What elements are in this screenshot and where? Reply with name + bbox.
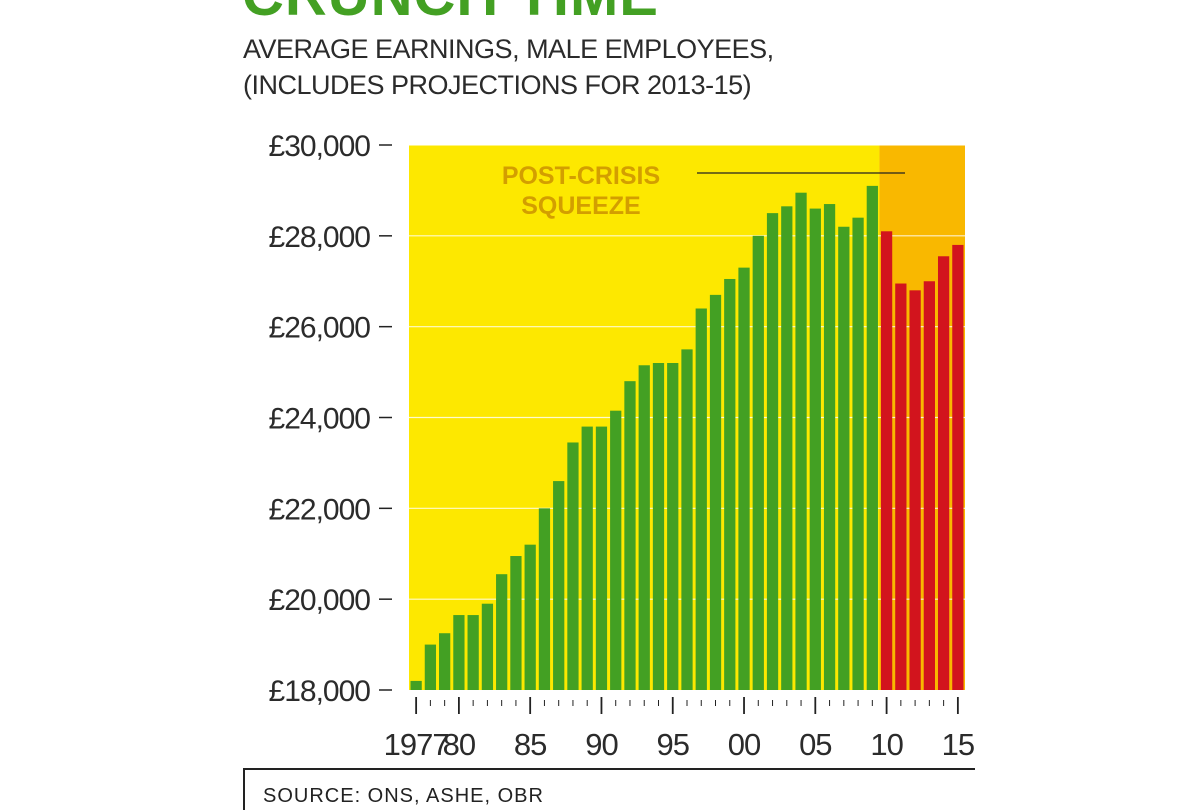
bar-1990 <box>595 426 608 690</box>
bar-1987 <box>553 481 565 690</box>
bar-1998 <box>709 294 722 690</box>
chart-title: CRUNCH TIME <box>242 0 659 29</box>
y-tick-label: £30,000 <box>269 130 371 163</box>
bar-1983 <box>496 574 508 690</box>
bar-1989 <box>581 426 593 690</box>
bar-1996 <box>681 349 693 690</box>
bar-1988 <box>567 442 579 690</box>
x-tick-label: 90 <box>585 727 618 762</box>
bar-2015 <box>952 244 964 690</box>
bar-1995 <box>667 363 679 690</box>
bar-2006 <box>823 204 836 690</box>
x-tick-label: 85 <box>514 727 546 762</box>
annotation-line-2: SQUEEZE <box>521 192 640 220</box>
bar-1997 <box>695 308 707 690</box>
bar-1982 <box>481 603 494 690</box>
bar-2007 <box>838 226 850 690</box>
bar-2014 <box>937 256 950 690</box>
y-tick-label: £26,000 <box>269 312 371 345</box>
x-tick-label: 95 <box>657 727 689 762</box>
bar-1984 <box>510 556 522 690</box>
bar-2009 <box>866 185 878 690</box>
y-tick-label: £28,000 <box>269 221 371 254</box>
bar-1999 <box>724 278 736 690</box>
x-tick-label: 15 <box>942 727 974 762</box>
chart-subtitle-line-1: AVERAGE EARNINGS, MALE EMPLOYEES, <box>243 34 774 64</box>
bar-2004 <box>795 192 807 690</box>
y-tick-label: £20,000 <box>269 584 371 617</box>
x-tick-label: 00 <box>728 727 761 762</box>
source-text: SOURCE: ONS, ASHE, OBR <box>263 785 544 807</box>
source-box <box>243 768 975 810</box>
y-tick-label: £22,000 <box>269 493 371 526</box>
bar-2008 <box>852 217 864 690</box>
y-axis: £18,000 £20,000 £22,000 £24,000 £26,000 £28,0… <box>269 130 392 708</box>
x-tick-label: 80 <box>443 727 476 762</box>
x-tick-label: 1977 <box>384 727 449 762</box>
bars <box>410 185 964 691</box>
bar-2011 <box>895 283 907 690</box>
bar-1979 <box>439 633 451 690</box>
chart-subtitle-line-2: (INCLUDES PROJECTIONS FOR 2013-15) <box>243 70 752 100</box>
bar-2010 <box>880 231 893 690</box>
bar-1993 <box>638 365 650 690</box>
bar-2005 <box>809 208 821 691</box>
bar-2001 <box>752 235 764 691</box>
bar-2002 <box>766 213 779 690</box>
bar-2000 <box>738 267 750 690</box>
bar-2003 <box>781 206 793 690</box>
x-tick-label: 05 <box>799 727 831 762</box>
bar-1994 <box>652 363 665 690</box>
y-tick-label: £18,000 <box>269 675 371 708</box>
bar-2012 <box>909 290 921 690</box>
annotation-line-1: POST-CRISIS <box>502 162 660 190</box>
bar-1985 <box>524 544 536 690</box>
bar-1992 <box>624 381 636 690</box>
bar-1981 <box>467 615 479 690</box>
bar-1991 <box>610 410 622 690</box>
bar-2013 <box>923 281 935 690</box>
x-tick-label: 10 <box>870 727 903 762</box>
bar-1980 <box>453 615 465 690</box>
bar-1977 <box>410 680 422 690</box>
y-tick-label: £24,000 <box>269 403 371 436</box>
bar-1986 <box>538 508 551 690</box>
bar-1978 <box>424 644 437 690</box>
